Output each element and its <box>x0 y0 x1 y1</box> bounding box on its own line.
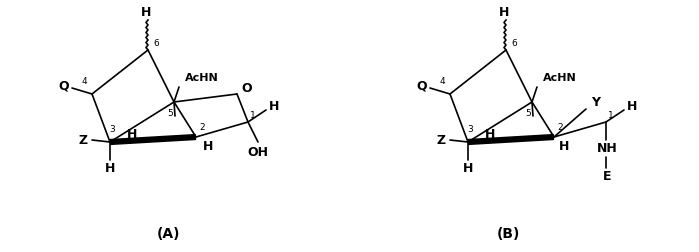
Text: Z: Z <box>78 134 87 146</box>
Text: H: H <box>463 162 473 174</box>
Text: NH: NH <box>597 142 617 155</box>
Text: 2: 2 <box>199 122 205 132</box>
Text: OH: OH <box>247 145 268 159</box>
Text: O: O <box>242 81 252 94</box>
Text: H: H <box>127 128 137 141</box>
Text: 3: 3 <box>109 125 115 135</box>
Text: H: H <box>105 162 115 174</box>
Text: (A): (A) <box>157 227 180 241</box>
Text: H: H <box>559 141 569 153</box>
Text: E: E <box>603 171 611 183</box>
Text: Y: Y <box>591 97 600 110</box>
Text: 5: 5 <box>167 110 173 118</box>
Text: 6: 6 <box>511 40 517 48</box>
Text: H: H <box>140 6 151 18</box>
Text: Q: Q <box>417 79 427 92</box>
Text: H: H <box>203 141 213 153</box>
Text: H: H <box>269 101 279 113</box>
Text: AcHN: AcHN <box>185 73 219 83</box>
Text: H: H <box>627 101 637 113</box>
Text: 1: 1 <box>608 111 614 120</box>
Text: (B): (B) <box>496 227 519 241</box>
Text: Q: Q <box>59 79 69 92</box>
Text: 2: 2 <box>557 122 563 132</box>
Text: Z: Z <box>436 134 445 146</box>
Text: 1: 1 <box>250 111 256 120</box>
Text: H: H <box>485 128 495 141</box>
Text: AcHN: AcHN <box>543 73 577 83</box>
Text: 3: 3 <box>467 125 473 135</box>
Text: 5: 5 <box>525 110 531 118</box>
Text: H: H <box>499 6 509 18</box>
Text: 4: 4 <box>81 78 87 86</box>
Text: 6: 6 <box>153 40 159 48</box>
Text: 4: 4 <box>439 78 445 86</box>
